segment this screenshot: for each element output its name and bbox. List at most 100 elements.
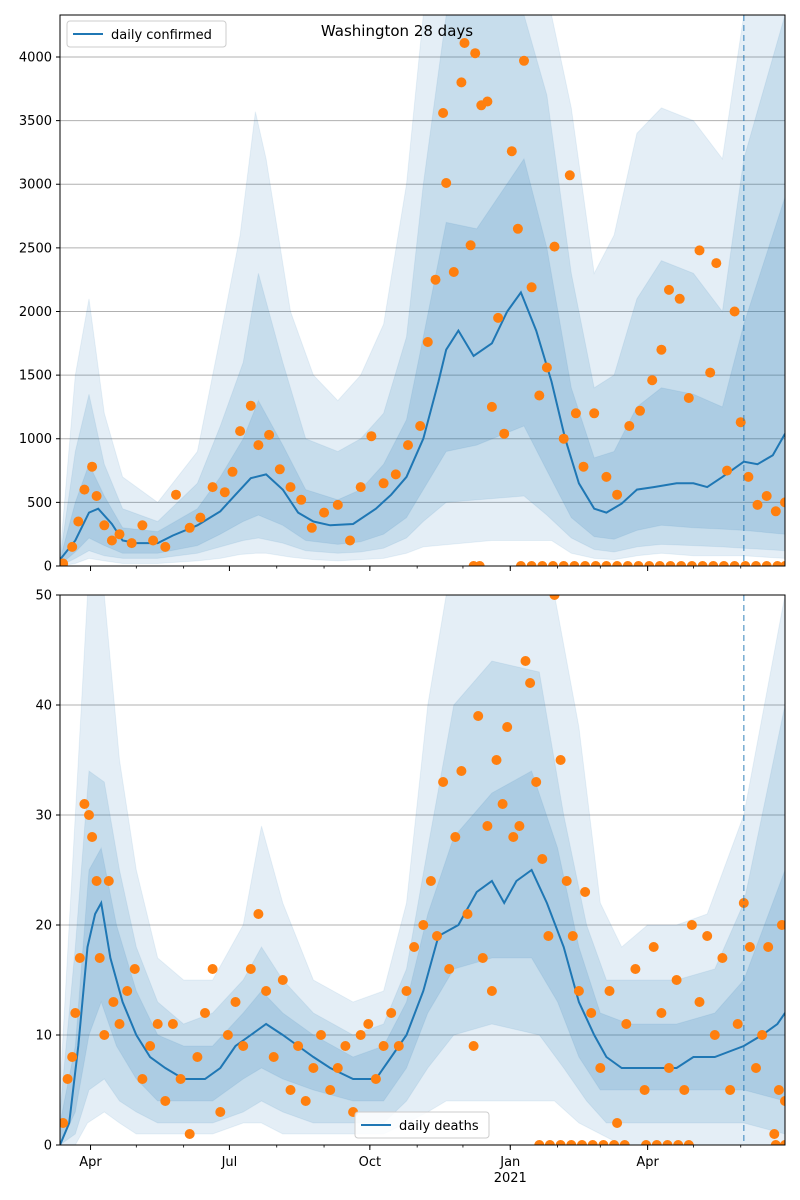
deaths-observed-point: [595, 1063, 606, 1073]
deaths-observed-point: [468, 1041, 479, 1051]
deaths-observed-point: [776, 920, 785, 930]
confirmed-observed-point: [558, 433, 569, 444]
confirmed-observed-point: [537, 561, 548, 566]
confirmed-observed-point: [235, 426, 246, 437]
confirmed-y-tick-label: 0: [44, 560, 52, 575]
deaths-observed-point: [253, 909, 264, 919]
deaths-observed-point: [641, 1140, 652, 1145]
deaths-observed-point: [738, 898, 749, 908]
confirmed-observed-point: [743, 471, 754, 482]
confirmed-panel: 0 500 1000 1500 2000 2500 3000 3500 4000 Washing…: [19, 14, 786, 575]
deaths-observed-point: [686, 920, 697, 930]
deaths-observed-point: [432, 931, 442, 941]
confirmed-observed-point: [601, 561, 612, 566]
confirmed-observed-point: [708, 561, 719, 566]
deaths-observed-point: [386, 1008, 397, 1018]
confirmed-observed-point: [590, 561, 601, 566]
confirmed-observed-point: [470, 48, 481, 59]
confirmed-observed-point: [219, 487, 230, 498]
confirmed-observed-point: [612, 561, 623, 566]
deaths-observed-point: [573, 986, 584, 996]
deaths-band-1: [60, 595, 785, 1145]
confirmed-observed-point: [654, 561, 665, 566]
confirmed-observed-point: [438, 108, 449, 118]
deaths-observed-point: [114, 1019, 125, 1029]
confirmed-observed-point: [345, 535, 355, 546]
x-tick-label-jan: Jan: [499, 1155, 520, 1170]
confirmed-observed-point: [665, 561, 676, 566]
confirmed-y-tick-label: 1500: [19, 369, 52, 384]
confirmed-observed-point: [564, 170, 575, 181]
deaths-observed-point: [604, 986, 615, 996]
confirmed-observed-point: [306, 522, 317, 533]
confirmed-observed-point: [253, 440, 264, 451]
confirmed-observed-point: [319, 507, 330, 518]
confirmed-y-tick-label: 3000: [19, 178, 52, 193]
confirmed-y-tick-label: 3500: [19, 114, 52, 129]
deaths-observed-point: [683, 1140, 694, 1145]
confirmed-observed-point: [644, 561, 655, 566]
confirmed-observed-point: [60, 558, 69, 566]
legend-label-daily-confirmed: daily confirmed: [111, 28, 212, 43]
deaths-observed-point: [612, 1118, 623, 1128]
deaths-observed-point: [355, 1030, 366, 1040]
confirmed-observed-point: [227, 466, 238, 477]
deaths-y-tick-label: 20: [35, 919, 52, 934]
confirmed-observed-point: [67, 541, 78, 552]
deaths-y-ticks: 0 10 20 30 40 50: [35, 589, 60, 1154]
confirmed-observed-point: [390, 469, 401, 480]
confirmed-observed-point: [482, 96, 493, 107]
confirmed-observed-point: [729, 561, 740, 566]
confirmed-observed-point: [355, 482, 366, 493]
confirmed-x-ticks: [90, 566, 742, 571]
deaths-observed-point: [770, 1140, 781, 1145]
confirmed-y-tick-label: 4000: [19, 50, 52, 65]
deaths-observed-point: [122, 986, 133, 996]
deaths-observed-point: [561, 876, 572, 886]
deaths-observed-point: [566, 1140, 577, 1145]
deaths-observed-point: [74, 953, 85, 963]
deaths-y-tick-label: 30: [35, 809, 52, 824]
deaths-observed-point: [70, 1008, 81, 1018]
confirmed-y-tick-label: 2500: [19, 241, 52, 256]
deaths-observed-point: [744, 942, 755, 952]
confirmed-observed-point: [465, 240, 476, 251]
deaths-observed-point: [79, 799, 90, 809]
confirmed-observed-point: [114, 529, 125, 540]
confirmed-observed-point: [780, 497, 785, 508]
deaths-observed-point: [694, 997, 705, 1007]
confirmed-observed-point: [580, 561, 591, 566]
confirmed-observed-point: [332, 499, 343, 510]
confirmed-observed-point: [506, 146, 517, 157]
deaths-observed-point: [671, 975, 682, 985]
x-tick-label-apr: Apr: [79, 1155, 102, 1170]
deaths-observed-point: [340, 1041, 351, 1051]
confirmed-observed-point: [519, 55, 529, 66]
deaths-observed-point: [586, 1008, 597, 1018]
deaths-observed-point: [192, 1052, 203, 1062]
confirmed-observed-point: [184, 522, 195, 533]
confirmed-observed-point: [656, 344, 667, 355]
confirmed-observed-point: [683, 393, 694, 403]
confirmed-observed-point: [486, 401, 497, 412]
deaths-observed-point: [60, 1118, 69, 1128]
confirmed-observed-point: [664, 284, 674, 295]
deaths-observed-point: [537, 854, 548, 864]
deaths-observed-point: [773, 1085, 784, 1095]
confirmed-observed-point: [430, 274, 441, 285]
confirmed-observed-point: [752, 499, 763, 510]
deaths-observed-point: [137, 1074, 148, 1084]
deaths-legend: daily deaths: [354, 1111, 490, 1139]
deaths-observed-point: [94, 953, 105, 963]
deaths-observed-point: [662, 1140, 673, 1145]
confirmed-observed-point: [245, 400, 256, 411]
confirmed-observed-point: [160, 541, 171, 552]
confirmed-observed-point: [647, 375, 658, 386]
x-tick-label-oct: Oct: [359, 1155, 381, 1170]
confirmed-observed-point: [512, 223, 523, 234]
deaths-observed-point: [184, 1129, 195, 1139]
confirmed-observed-point: [207, 482, 218, 493]
